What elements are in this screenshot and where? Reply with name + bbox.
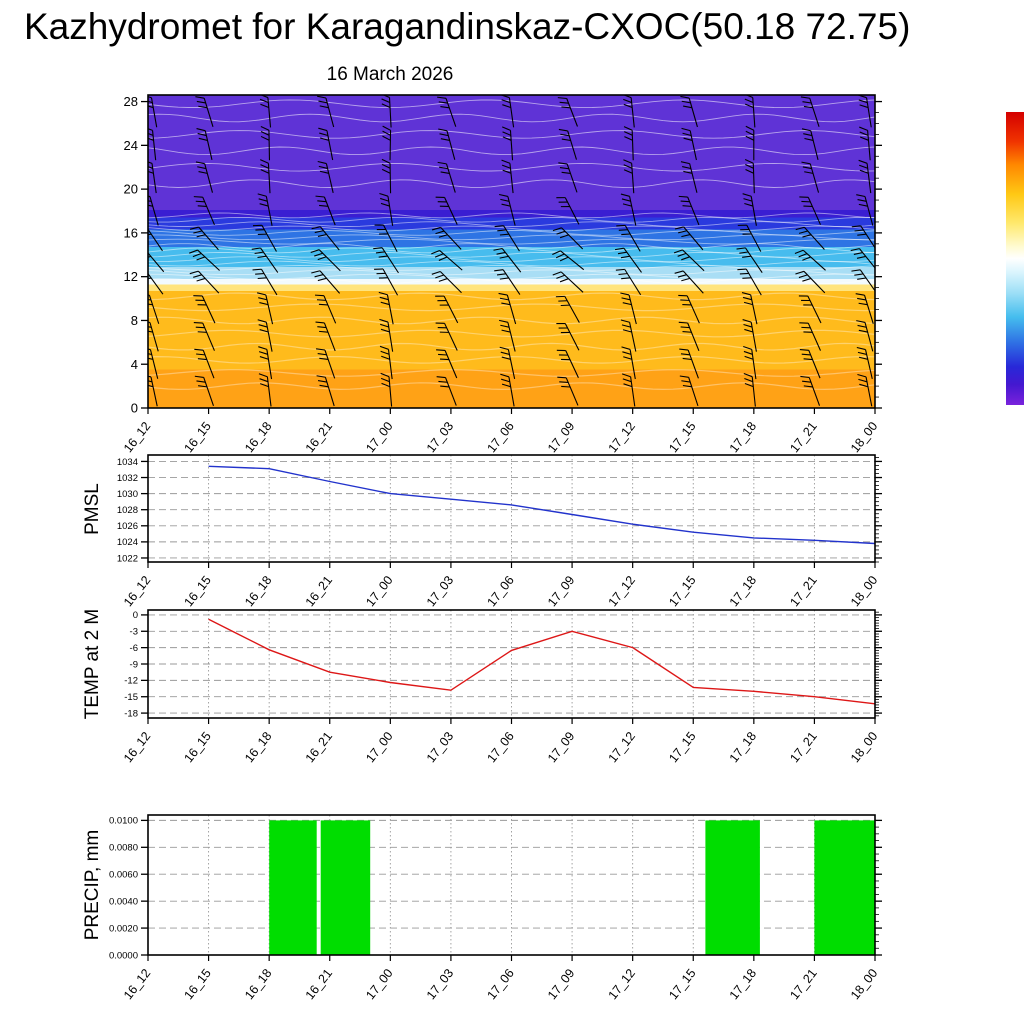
svg-text:17_03: 17_03 bbox=[424, 573, 456, 609]
svg-text:16_12: 16_12 bbox=[121, 966, 153, 1002]
svg-text:16_15: 16_15 bbox=[182, 573, 214, 609]
svg-text:18_00: 18_00 bbox=[848, 419, 880, 455]
svg-text:4: 4 bbox=[131, 357, 138, 372]
svg-text:0.0020: 0.0020 bbox=[109, 923, 138, 934]
svg-text:16_18: 16_18 bbox=[242, 966, 274, 1002]
svg-text:17_21: 17_21 bbox=[787, 573, 819, 609]
svg-text:18_00: 18_00 bbox=[848, 966, 880, 1002]
profile-fill bbox=[148, 95, 875, 408]
svg-text:1030: 1030 bbox=[117, 489, 138, 500]
page-title: Kazhydromet for Karagandinskaz-CXOC(50.1… bbox=[24, 6, 911, 47]
colorbar bbox=[1006, 112, 1024, 405]
svg-text:16_18: 16_18 bbox=[242, 419, 274, 455]
svg-text:16_21: 16_21 bbox=[303, 573, 335, 609]
svg-text:17_15: 17_15 bbox=[666, 419, 698, 455]
svg-text:17_00: 17_00 bbox=[363, 729, 395, 765]
svg-text:0: 0 bbox=[131, 401, 138, 416]
svg-text:0.0060: 0.0060 bbox=[109, 870, 138, 881]
svg-text:-6: -6 bbox=[130, 643, 138, 654]
svg-text:17_21: 17_21 bbox=[787, 729, 819, 765]
svg-text:1026: 1026 bbox=[117, 521, 138, 532]
svg-text:17_18: 17_18 bbox=[727, 729, 759, 765]
svg-text:16_15: 16_15 bbox=[182, 729, 214, 765]
temp-line bbox=[208, 618, 876, 705]
svg-text:-15: -15 bbox=[124, 692, 138, 703]
svg-text:16_12: 16_12 bbox=[121, 573, 153, 609]
svg-text:12: 12 bbox=[124, 269, 138, 284]
svg-text:-12: -12 bbox=[124, 676, 138, 687]
svg-text:0.0040: 0.0040 bbox=[109, 896, 138, 907]
svg-text:16: 16 bbox=[124, 225, 138, 240]
svg-text:17_12: 17_12 bbox=[606, 966, 638, 1002]
pmsl-line bbox=[208, 465, 876, 545]
svg-text:16_21: 16_21 bbox=[303, 729, 335, 765]
svg-text:17_21: 17_21 bbox=[787, 966, 819, 1002]
svg-text:0.0080: 0.0080 bbox=[109, 843, 138, 854]
svg-text:8: 8 bbox=[131, 313, 138, 328]
svg-text:-9: -9 bbox=[130, 659, 138, 670]
svg-text:17_18: 17_18 bbox=[727, 573, 759, 609]
svg-text:1028: 1028 bbox=[117, 505, 138, 516]
svg-text:18_00: 18_00 bbox=[848, 573, 880, 609]
svg-text:16_12: 16_12 bbox=[121, 729, 153, 765]
svg-text:17_12: 17_12 bbox=[606, 419, 638, 455]
svg-text:17_06: 17_06 bbox=[484, 729, 516, 765]
svg-text:28: 28 bbox=[124, 94, 138, 109]
svg-text:0.0100: 0.0100 bbox=[109, 816, 138, 827]
svg-text:17_03: 17_03 bbox=[424, 729, 456, 765]
svg-text:17_06: 17_06 bbox=[484, 419, 516, 455]
svg-text:17_15: 17_15 bbox=[666, 573, 698, 609]
svg-text:17_00: 17_00 bbox=[363, 573, 395, 609]
svg-text:17_12: 17_12 bbox=[606, 573, 638, 609]
precip-panel: 0.0100 0.0080 0.0060 0.0040 0.0020 0.0000 16_1… bbox=[109, 814, 882, 1002]
pmsl-panel: 1034 1032 1030 1028 1026 1024 1022 16_12 16_15 16… bbox=[117, 454, 882, 609]
svg-text:17_18: 17_18 bbox=[727, 419, 759, 455]
svg-text:1034: 1034 bbox=[117, 457, 138, 468]
svg-text:17_09: 17_09 bbox=[545, 729, 577, 765]
svg-text:0.0000: 0.0000 bbox=[109, 950, 138, 961]
svg-text:-3: -3 bbox=[130, 627, 138, 638]
date-subtitle: 16 March 2026 bbox=[326, 64, 454, 85]
svg-text:16_21: 16_21 bbox=[303, 966, 335, 1002]
svg-text:16_15: 16_15 bbox=[182, 966, 214, 1002]
svg-text:20: 20 bbox=[124, 182, 138, 197]
svg-text:17_06: 17_06 bbox=[484, 573, 516, 609]
svg-text:17_03: 17_03 bbox=[424, 419, 456, 455]
svg-text:16_12: 16_12 bbox=[121, 419, 153, 455]
svg-text:0: 0 bbox=[133, 610, 138, 621]
temp-panel: 0 -3 -6 -9 -12 -15 -18 16_12 16_15 16_18 16_21 17_0… bbox=[121, 609, 882, 765]
svg-text:18_00: 18_00 bbox=[848, 729, 880, 765]
profile-panel: 28 24 20 16 12 8 4 0 16_12 16_15 16_18 16_21 17_00 17… bbox=[121, 94, 882, 455]
svg-text:17_15: 17_15 bbox=[666, 729, 698, 765]
svg-text:17_09: 17_09 bbox=[545, 419, 577, 455]
svg-text:16_15: 16_15 bbox=[182, 419, 214, 455]
svg-text:17_06: 17_06 bbox=[484, 966, 516, 1002]
svg-text:17_18: 17_18 bbox=[727, 966, 759, 1002]
svg-text:16_21: 16_21 bbox=[303, 419, 335, 455]
svg-text:17_00: 17_00 bbox=[363, 419, 395, 455]
svg-text:17_09: 17_09 bbox=[545, 966, 577, 1002]
svg-text:1022: 1022 bbox=[117, 553, 138, 564]
svg-text:1024: 1024 bbox=[117, 537, 138, 548]
svg-text:17_12: 17_12 bbox=[606, 729, 638, 765]
svg-text:-18: -18 bbox=[124, 708, 138, 719]
svg-text:16_18: 16_18 bbox=[242, 573, 274, 609]
svg-text:17_00: 17_00 bbox=[363, 966, 395, 1002]
wind-barbs bbox=[148, 95, 875, 407]
svg-text:17_15: 17_15 bbox=[666, 966, 698, 1002]
precip-bars bbox=[269, 820, 875, 955]
svg-text:16_18: 16_18 bbox=[242, 729, 274, 765]
svg-text:1032: 1032 bbox=[117, 473, 138, 484]
svg-text:17_21: 17_21 bbox=[787, 419, 819, 455]
svg-text:17_09: 17_09 bbox=[545, 573, 577, 609]
svg-text:17_03: 17_03 bbox=[424, 966, 456, 1002]
svg-text:24: 24 bbox=[124, 138, 138, 153]
